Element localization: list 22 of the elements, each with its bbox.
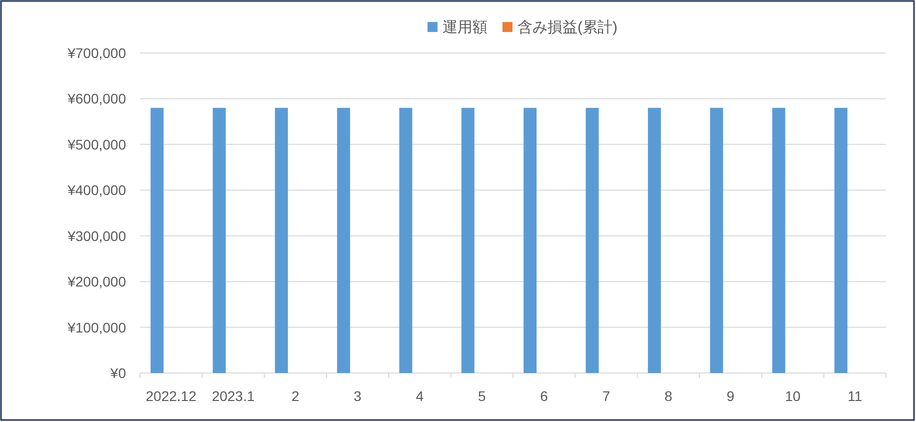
legend-label: 運用額	[442, 19, 488, 36]
x-tick-label: 7	[602, 388, 610, 404]
y-tick-label: ¥200,000	[66, 274, 126, 290]
x-tick-label: 2023.1	[212, 388, 255, 404]
y-tick-label: ¥500,000	[66, 136, 126, 152]
x-tick-label: 8	[664, 388, 673, 404]
y-tick-label: ¥300,000	[66, 228, 126, 244]
x-tick-label: 9	[726, 388, 735, 404]
x-tick-label: 10	[784, 388, 801, 404]
legend-label: 含み損益(累計)	[518, 19, 618, 36]
y-tick-label: ¥400,000	[66, 182, 126, 198]
y-tick-label: ¥100,000	[66, 319, 126, 336]
x-tick-label: 3	[354, 388, 362, 404]
x-tick-label: 6	[540, 388, 548, 404]
x-tick-label: 2022.12	[146, 388, 197, 404]
y-tick-label: ¥600,000	[66, 90, 126, 107]
x-tick-label: 5	[478, 388, 486, 404]
x-tick-label: 11	[848, 388, 862, 404]
y-tick-label: ¥0	[109, 365, 126, 381]
x-tick-label: 2	[292, 388, 300, 404]
y-tick-label: ¥700,000	[66, 45, 126, 61]
x-tick-label: 4	[416, 388, 424, 404]
